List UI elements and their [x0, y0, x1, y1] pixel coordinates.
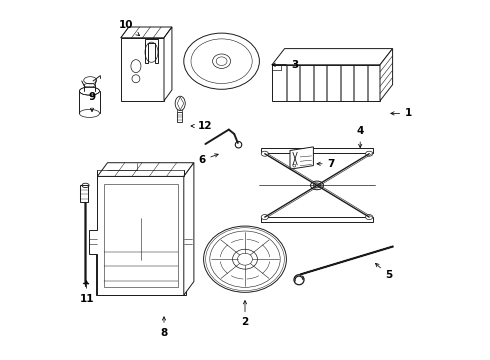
Text: 5: 5	[375, 264, 392, 280]
Text: 9: 9	[88, 92, 96, 112]
Bar	[80, 185, 88, 202]
Polygon shape	[98, 163, 194, 176]
Text: 6: 6	[198, 154, 218, 165]
Polygon shape	[121, 38, 164, 101]
Polygon shape	[272, 49, 392, 65]
Text: 4: 4	[357, 126, 364, 148]
Ellipse shape	[294, 275, 304, 285]
Polygon shape	[290, 147, 314, 169]
Text: 7: 7	[317, 159, 335, 169]
Text: 12: 12	[191, 121, 213, 131]
Text: 8: 8	[160, 317, 168, 338]
Bar	[261, 148, 373, 153]
Ellipse shape	[366, 215, 373, 220]
Text: 1: 1	[391, 108, 413, 118]
Text: 3: 3	[272, 60, 299, 70]
Polygon shape	[96, 242, 186, 295]
Ellipse shape	[261, 151, 269, 156]
Bar	[261, 217, 373, 222]
Polygon shape	[89, 176, 192, 295]
Bar	[177, 112, 182, 122]
Ellipse shape	[261, 215, 269, 220]
Polygon shape	[272, 65, 380, 101]
Text: 2: 2	[242, 301, 248, 327]
Polygon shape	[380, 49, 392, 101]
Text: 11: 11	[79, 281, 94, 304]
Ellipse shape	[175, 96, 185, 111]
Ellipse shape	[366, 151, 373, 156]
Polygon shape	[184, 163, 194, 295]
Polygon shape	[164, 27, 172, 101]
Ellipse shape	[311, 181, 323, 190]
Polygon shape	[121, 27, 172, 38]
Bar	[177, 104, 182, 112]
Ellipse shape	[235, 141, 242, 148]
Text: 10: 10	[119, 20, 140, 36]
